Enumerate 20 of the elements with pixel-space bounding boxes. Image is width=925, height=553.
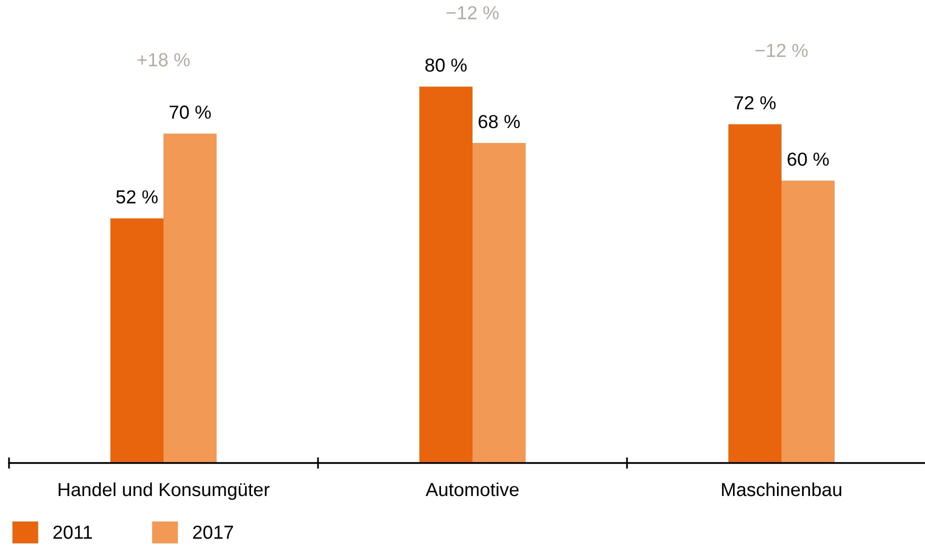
- legend-label: 2017: [193, 526, 233, 539]
- text: −12 %: [446, 6, 499, 20]
- data-label: 68 %: [478, 114, 520, 128]
- bar: [164, 134, 217, 463]
- data-label: 70 %: [170, 106, 211, 119]
- bar: [419, 86, 472, 463]
- legend-label: 2011: [53, 526, 92, 539]
- text: +18 %: [138, 53, 190, 66]
- bar: [728, 124, 782, 463]
- text: −12 %: [756, 44, 808, 57]
- data-label: 52 %: [116, 190, 158, 204]
- data-label: 80 %: [425, 58, 467, 72]
- bar: [782, 180, 835, 463]
- data-label: 60 %: [788, 152, 829, 166]
- bar: [472, 143, 526, 463]
- bar: [110, 218, 164, 463]
- x-tick-label: Automotive: [426, 482, 519, 496]
- data-label: 72 %: [734, 96, 776, 110]
- x-tick-label: Maschinenbau: [722, 482, 842, 496]
- x-tick-label: Handel und Konsumgüter: [58, 482, 270, 500]
